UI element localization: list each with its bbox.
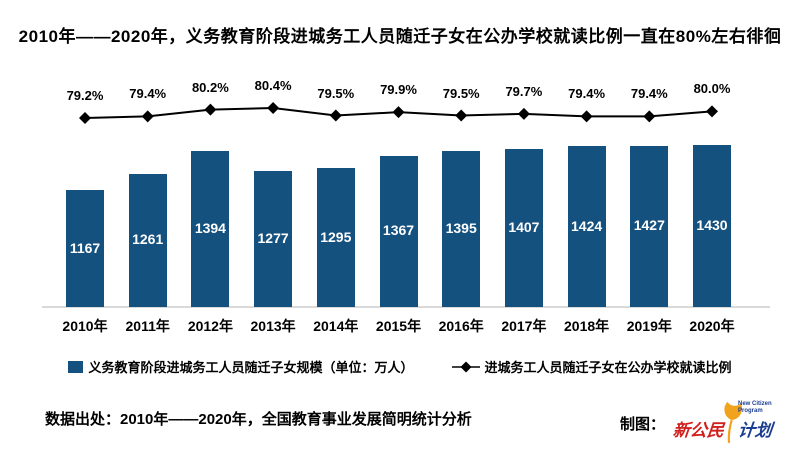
line-diamond-marker [79,112,91,124]
bar-value-label: 1367 [382,222,415,239]
data-source-text: 数据出处：2010年——2020年，全国教育事业发展简明统计分析 [45,411,472,428]
x-axis-label: 2018年 [564,318,610,334]
percent-label: 80.2% [191,79,229,95]
bar-value-label: 1430 [696,217,728,233]
percent-label: 79.9% [380,82,417,98]
line-diamond-marker [706,105,718,118]
percent-label: 79.7% [505,83,543,99]
x-axis-label: 2013年 [250,318,296,334]
percent-label: 79.2% [66,88,104,103]
x-axis-label: 2014年 [313,318,359,334]
logo-text-red: 新公民 [672,421,725,440]
x-axis-line [42,306,770,308]
line-diamond-marker [643,110,656,123]
bar [128,173,167,307]
line-diamond-marker [329,109,342,122]
legend-item-line-series: 进城务工人员随迁子女在公办学校就读比例 [451,357,732,376]
line-diamond-marker [141,110,154,123]
logo-english-text: New Citizen Program [738,401,772,415]
bar-value-label: 1167 [69,239,101,256]
bar [442,151,481,307]
x-axis-label: 2011年 [125,318,170,334]
line-diamond-marker [580,110,593,123]
bar-value-label: 1261 [132,231,164,248]
bar [379,155,418,307]
bar-value-label: 1295 [320,228,352,245]
bar [504,148,543,307]
bar [316,168,355,307]
x-axis-label: 2010年 [62,318,108,334]
x-axis-label: 2016年 [438,318,484,334]
credit-block: 制图： 新公民 计划 New Citizen Program [619,398,773,449]
bar-value-label: 1424 [571,217,603,234]
x-axis-label: 2020年 [689,318,735,334]
line-diamond-marker [392,106,405,119]
line-diamond-marker [517,107,530,120]
percent-label: 79.4% [129,86,167,102]
bar-value-label: 1395 [445,220,477,236]
percent-label: 79.5% [317,85,355,101]
x-axis-label: 2019年 [626,318,672,334]
x-axis-label: 2015年 [375,318,422,334]
legend-line-label: 进城务工人员随迁子女在公办学校就读比例 [484,360,732,375]
bar-series-swatch-icon [68,360,84,373]
logo-text-blue: 计划 [737,421,773,440]
chart-title: 2010年——2020年，义务教育阶段进城务工人员随迁子女在公办学校就读比例一直… [18,27,782,46]
line-diamond-marker [267,102,280,115]
percent-label: 79.4% [630,86,668,102]
legend-bar-label: 义务教育阶段进城务工人员随迁子女规模（单位：万人） [88,360,414,375]
line-diamond-marker [204,103,217,116]
percent-label: 80.0% [693,81,731,97]
bar-value-label: 1427 [633,217,665,234]
credit-label: 制图： [619,415,665,433]
line-series-diamond-icon [451,361,480,373]
line-diamond-marker [455,109,468,122]
bar [693,145,731,307]
bar [567,146,606,307]
bar-value-label: 1407 [508,218,540,235]
x-axis-label: 2017年 [501,318,547,334]
percent-label: 80.4% [254,78,292,93]
legend-item-bar-series: 义务教育阶段进城务工人员随迁子女规模（单位：万人） [68,357,414,376]
x-axis-label: 2012年 [187,318,233,334]
percent-label: 79.4% [568,86,606,102]
bar-value-label: 1394 [194,220,226,237]
percent-label: 79.5% [442,85,480,101]
bar [191,151,230,307]
new-citizen-program-logo: 新公民 计划 New Citizen Program [672,398,773,449]
bar [254,171,293,307]
bar-value-label: 1277 [257,230,289,247]
ginkgo-leaf-icon [718,401,744,449]
legend: 义务教育阶段进城务工人员随迁子女规模（单位：万人） 进城务工人员随迁子女在公办学… [0,357,800,376]
bar [630,145,669,307]
bar [66,190,104,307]
